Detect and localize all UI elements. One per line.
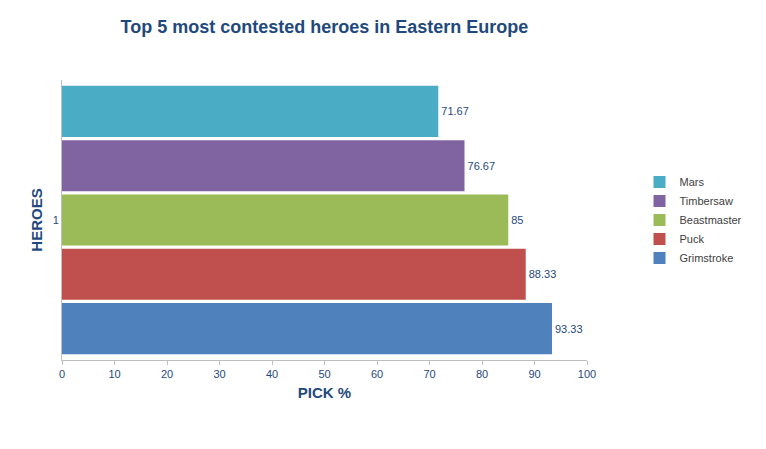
svg-text:50: 50 <box>318 368 330 380</box>
svg-text:88.33: 88.33 <box>529 268 557 280</box>
svg-text:71.67: 71.67 <box>441 105 469 117</box>
svg-text:Timbersaw: Timbersaw <box>680 195 733 207</box>
svg-text:85: 85 <box>511 214 523 226</box>
svg-text:60: 60 <box>371 368 383 380</box>
svg-text:100: 100 <box>578 368 596 380</box>
svg-text:93.33: 93.33 <box>555 323 583 335</box>
svg-text:30: 30 <box>213 368 225 380</box>
svg-text:90: 90 <box>528 368 540 380</box>
svg-text:80: 80 <box>476 368 488 380</box>
svg-text:10: 10 <box>108 368 120 380</box>
svg-text:76.67: 76.67 <box>468 160 496 172</box>
svg-text:40: 40 <box>266 368 278 380</box>
svg-text:1: 1 <box>53 214 59 226</box>
svg-text:0: 0 <box>59 368 65 380</box>
svg-text:70: 70 <box>423 368 435 380</box>
svg-text:Puck: Puck <box>680 233 705 245</box>
svg-text:HEROES: HEROES <box>28 188 45 251</box>
svg-text:PICK %: PICK % <box>298 384 351 401</box>
svg-text:Beastmaster: Beastmaster <box>680 214 742 226</box>
svg-text:Mars: Mars <box>680 176 705 188</box>
svg-text:20: 20 <box>161 368 173 380</box>
svg-text:Grimstroke: Grimstroke <box>680 252 734 264</box>
svg-text:Top 5 most contested heroes in: Top 5 most contested heroes in Eastern E… <box>121 17 529 37</box>
